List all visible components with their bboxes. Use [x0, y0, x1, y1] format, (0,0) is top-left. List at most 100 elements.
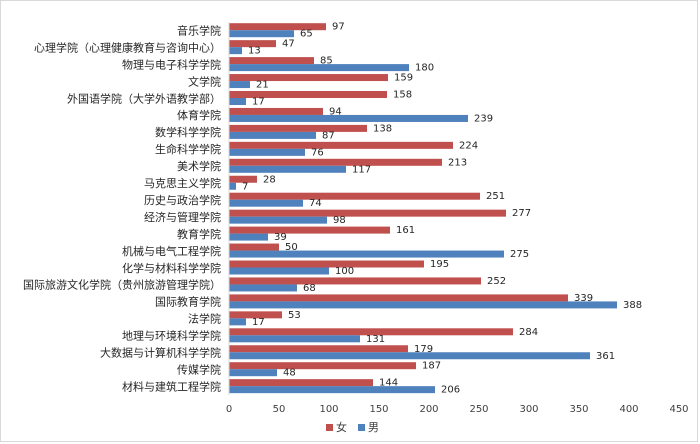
- bar-male: [229, 267, 329, 275]
- x-tick-label: 150: [369, 404, 388, 415]
- bar-male: [229, 98, 246, 105]
- category-label: 地理与环境科学学院: [122, 329, 221, 343]
- bar-male: [229, 81, 250, 89]
- category-label: 机械与电气工程学院: [122, 244, 221, 258]
- data-label: 50: [285, 242, 298, 253]
- data-label: 65: [300, 29, 313, 40]
- category-label: 经济与管理学院: [144, 210, 221, 224]
- legend-swatch: [326, 424, 333, 431]
- bar-male: [229, 284, 297, 292]
- x-tick-label: 400: [619, 404, 638, 415]
- category-label: 法学院: [188, 312, 221, 326]
- data-label: 239: [474, 113, 493, 124]
- data-label: 158: [393, 90, 412, 101]
- data-label: 161: [396, 225, 415, 236]
- bar-female: [229, 209, 506, 217]
- data-label: 87: [322, 130, 335, 141]
- data-label: 74: [309, 198, 322, 209]
- x-tick-label: 200: [419, 404, 438, 415]
- category-label: 体育学院: [177, 108, 221, 122]
- x-tick-label: 50: [273, 404, 286, 415]
- x-tick-label: 0: [226, 404, 232, 415]
- bar-male: [229, 114, 468, 122]
- category-label: 大数据与计算机科学学院: [100, 346, 221, 360]
- bar-female: [229, 91, 387, 98]
- x-axis: 0 50 100 150 200 250 300 350 400 450: [226, 22, 689, 415]
- bar-male: [229, 30, 294, 38]
- bar-female: [229, 57, 314, 65]
- x-tick-label: 250: [469, 404, 488, 415]
- bar-male: [229, 318, 246, 326]
- bar-female: [229, 158, 442, 166]
- data-label: 97: [332, 22, 345, 33]
- category-label: 文学院: [188, 74, 221, 88]
- bar-female: [229, 192, 480, 200]
- legend-swatch: [358, 424, 365, 431]
- legend-label: 男: [368, 421, 379, 434]
- data-label: 180: [415, 63, 434, 74]
- data-label: 117: [352, 164, 371, 175]
- x-tick-label: 450: [669, 404, 688, 415]
- bar-female: [229, 379, 373, 387]
- data-label: 144: [379, 378, 398, 389]
- bar-female: [229, 107, 323, 115]
- category-label: 国际教育学院: [155, 295, 221, 309]
- data-label: 17: [252, 317, 265, 328]
- data-label: 224: [459, 140, 478, 151]
- x-tick-label: 300: [519, 404, 538, 415]
- data-label: 187: [422, 361, 441, 372]
- data-label: 17: [252, 97, 265, 108]
- category-label: 教育学院: [177, 227, 221, 241]
- data-label: 206: [441, 385, 460, 396]
- bar-female: [229, 277, 481, 285]
- category-label: 化学与材料科学学院: [122, 261, 221, 275]
- data-label: 138: [373, 123, 392, 134]
- bar-male: [229, 352, 590, 360]
- bar-female: [229, 294, 568, 302]
- x-tick-label: 100: [319, 404, 338, 415]
- data-label: 277: [512, 208, 531, 219]
- category-label: 传媒学院: [177, 362, 221, 376]
- category-label: 美术学院: [177, 159, 221, 173]
- category-label: 生命科学学院: [155, 142, 221, 156]
- category-label: 音乐学院: [177, 23, 221, 37]
- bar-male: [229, 182, 236, 190]
- data-label: 388: [623, 300, 642, 311]
- legend: 女男: [326, 420, 379, 434]
- bar-male: [229, 386, 435, 394]
- x-tick-label: 350: [569, 404, 588, 415]
- bar-female: [229, 243, 279, 251]
- data-label: 179: [414, 344, 433, 355]
- bar-female: [229, 40, 276, 48]
- bar-female: [229, 345, 408, 353]
- data-label: 361: [596, 351, 615, 362]
- data-label: 13: [248, 46, 261, 57]
- data-label: 7: [242, 181, 248, 192]
- data-label: 85: [320, 56, 333, 67]
- data-label: 284: [519, 327, 538, 338]
- bar-male: [229, 165, 346, 173]
- bar-female: [229, 226, 390, 234]
- data-label: 275: [510, 249, 529, 260]
- data-label: 68: [303, 283, 316, 294]
- bar-female: [229, 328, 513, 336]
- category-label: 国际旅游文化学院（贵州旅游管理学院）: [23, 278, 221, 292]
- bar-male: [229, 233, 268, 241]
- bar-male: [229, 369, 277, 377]
- data-label: 47: [282, 39, 295, 50]
- data-label: 39: [274, 232, 287, 243]
- category-label: 马克思主义学院: [144, 176, 221, 190]
- data-label: 53: [288, 310, 301, 321]
- data-label: 252: [487, 276, 506, 287]
- data-label: 94: [329, 106, 342, 117]
- bar-male: [229, 199, 303, 207]
- legend-label: 女: [336, 420, 347, 434]
- data-label: 98: [333, 215, 346, 226]
- data-label: 339: [574, 293, 593, 304]
- bar-female: [229, 23, 326, 31]
- data-label: 213: [448, 157, 467, 168]
- bar-male: [229, 47, 242, 55]
- data-label: 159: [394, 73, 413, 84]
- data-label: 131: [366, 334, 385, 345]
